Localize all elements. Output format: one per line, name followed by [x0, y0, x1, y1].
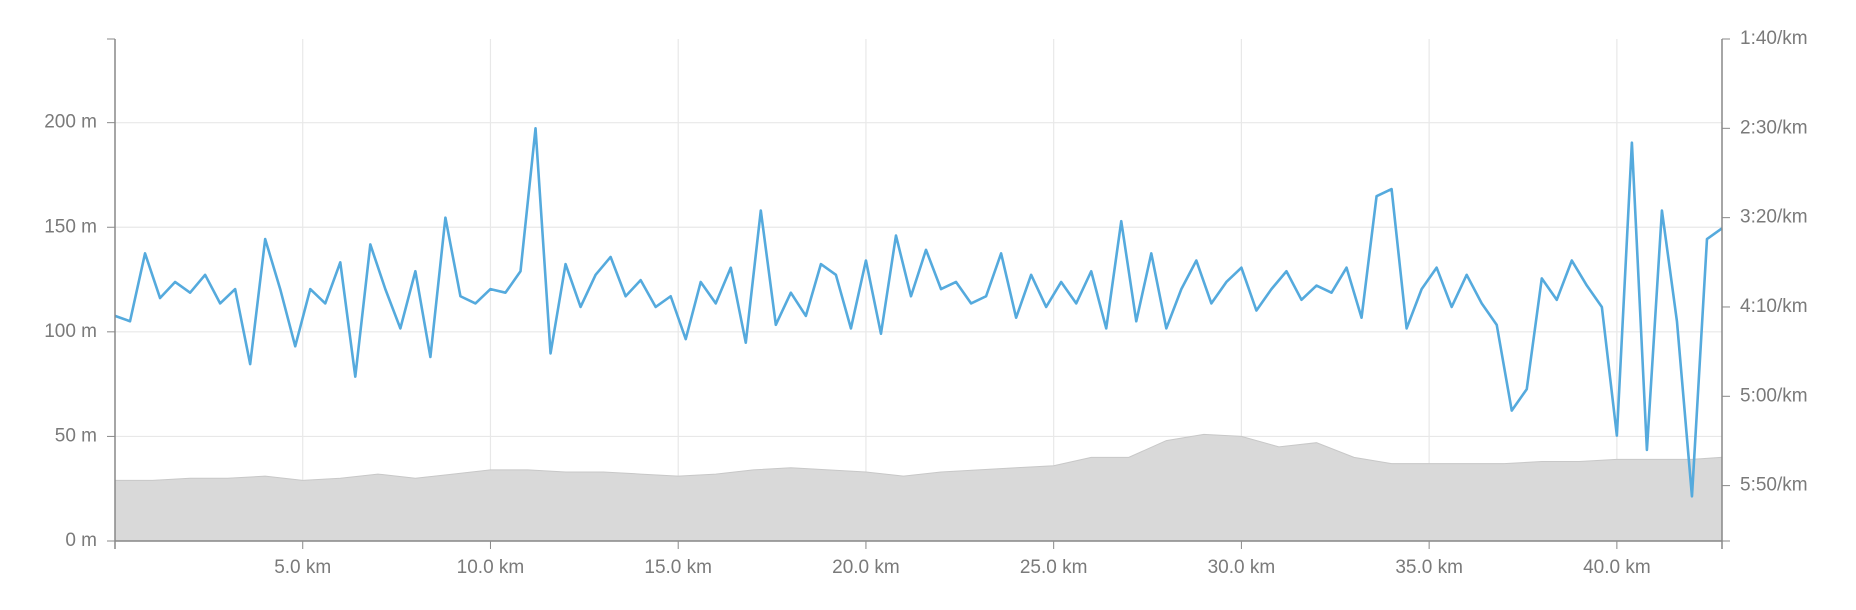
y-tick-label: 0 m	[65, 530, 97, 551]
x-tick-label: 10.0 km	[457, 557, 525, 578]
x-tick-label: 40.0 km	[1583, 557, 1651, 578]
x-tick-label: 35.0 km	[1395, 557, 1463, 578]
y-tick-label: 200 m	[44, 112, 97, 133]
y2-tick-label: 2:30/km	[1740, 117, 1808, 138]
x-tick-label: 30.0 km	[1208, 557, 1276, 578]
y-tick-label: 50 m	[55, 425, 97, 446]
y-tick-label: 100 m	[44, 321, 97, 342]
y2-tick-label: 1:40/km	[1740, 28, 1808, 49]
pace-line	[114, 127, 1723, 498]
x-tick-label: 15.0 km	[644, 557, 712, 578]
elevation-area	[114, 433, 1723, 542]
x-tick-label: 20.0 km	[832, 557, 900, 578]
x-tick-label: 5.0 km	[274, 557, 331, 578]
x-tick-label: 25.0 km	[1020, 557, 1088, 578]
y2-tick-label: 5:00/km	[1740, 385, 1808, 406]
y-tick-label: 150 m	[44, 216, 97, 237]
y2-tick-label: 3:20/km	[1740, 207, 1808, 228]
y2-tick-label: 5:50/km	[1740, 475, 1808, 496]
y2-tick-label: 4:10/km	[1740, 296, 1808, 317]
